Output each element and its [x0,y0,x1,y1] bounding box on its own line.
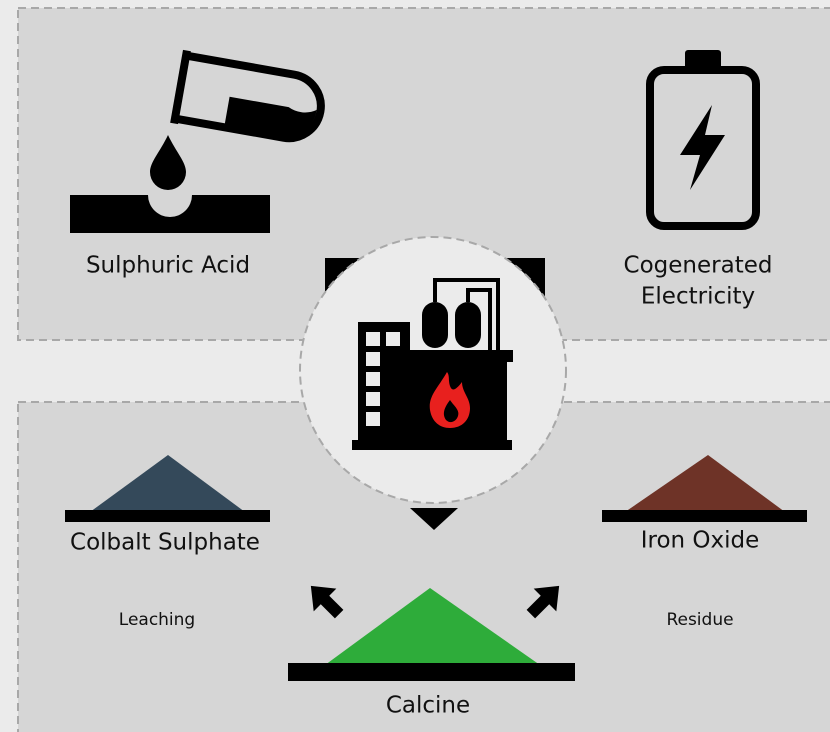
factory-icon [352,278,513,450]
arrow-right [526,585,560,619]
cobalt-pile [90,455,245,512]
label: Leaching [119,610,195,630]
down-arrow [410,508,458,530]
iron-pile [625,455,785,512]
arrow-left [310,585,344,619]
label: Calcine [386,693,470,719]
iron-base [602,510,807,522]
acid-icon [70,49,325,233]
label: Electricity [641,284,755,310]
label: Iron Oxide [641,528,760,554]
calcine-base [288,663,575,681]
label: Colbalt Sulphate [70,530,260,556]
calcine-pile [325,588,540,665]
battery-icon [646,50,760,230]
label: Residue [666,610,733,630]
cobalt-base [65,510,270,522]
label: Cogenerated [624,253,773,279]
label: Sulphuric Acid [86,253,250,279]
